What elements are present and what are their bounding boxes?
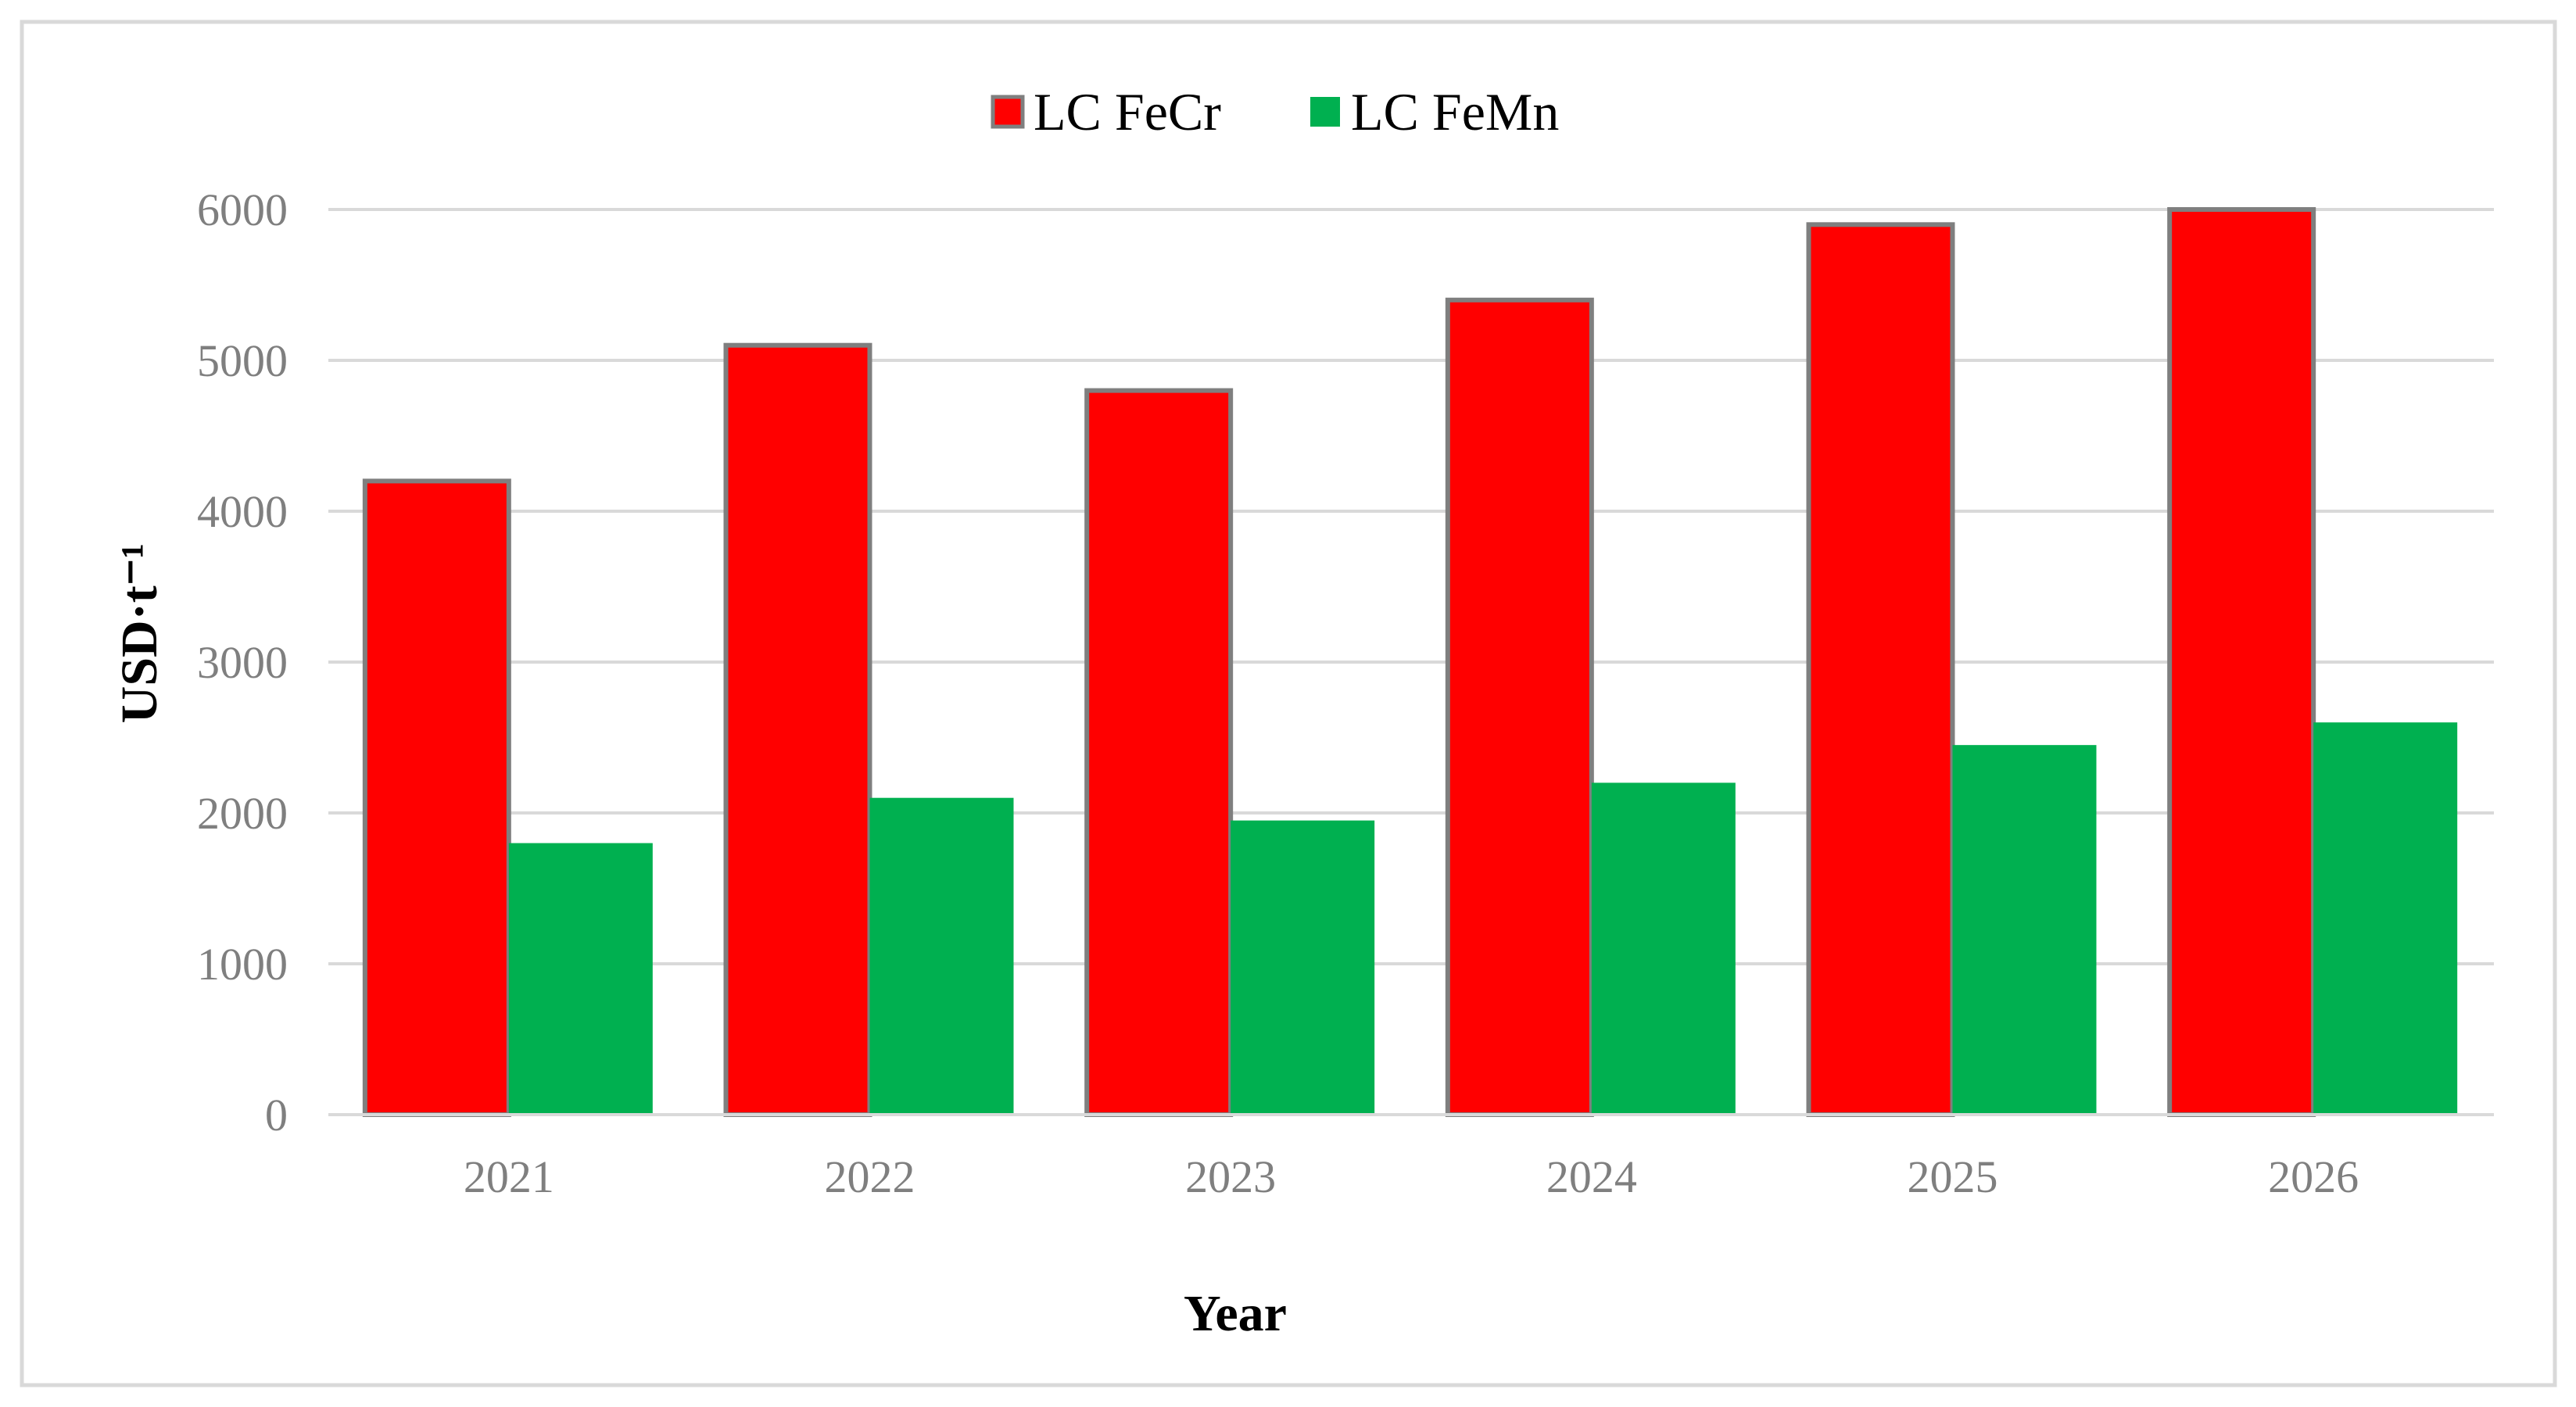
x-tick-label: 2024	[1546, 1151, 1637, 1202]
y-tick-label: 0	[265, 1090, 288, 1140]
x-tick-label: 2023	[1185, 1151, 1276, 1202]
bar-lc-fecr-2025	[1806, 222, 1955, 1117]
bar-lc-fecr-2023	[1084, 388, 1234, 1118]
y-axis-title: USD·t⁻¹	[111, 543, 168, 724]
x-axis-title: Year	[1184, 1285, 1287, 1342]
legend: LC FeCr LC FeMn	[991, 82, 1559, 141]
bar-lc-fecr-2024	[1445, 297, 1594, 1117]
bar-lc-femn-2022	[869, 797, 1014, 1115]
legend-label-lc-fecr: LC FeCr	[1034, 82, 1221, 141]
legend-label-lc-femn: LC FeMn	[1351, 82, 1559, 141]
legend-swatch-lc-fecr	[991, 95, 1025, 129]
y-tick-label: 4000	[197, 486, 288, 537]
legend-swatch-lc-femn	[1310, 97, 1340, 127]
bar-lc-femn-2024	[1591, 782, 1736, 1115]
bar-lc-femn-2025	[1952, 745, 2097, 1115]
x-tick-labels: 2021 2022 2023 2024 2025 2026	[464, 1151, 2359, 1202]
y-tick-label: 6000	[197, 184, 288, 235]
y-tick-label: 1000	[197, 939, 288, 990]
bar-lc-fecr-2022	[723, 342, 872, 1117]
x-tick-label: 2022	[825, 1151, 915, 1202]
y-tick-labels: 0 1000 2000 3000 4000 5000 6000	[197, 184, 288, 1140]
x-tick-label: 2026	[2268, 1151, 2359, 1202]
bar-lc-fecr-2026	[2167, 207, 2316, 1117]
x-tick-label: 2025	[1908, 1151, 1998, 1202]
y-tick-label: 2000	[197, 788, 288, 839]
bar-lc-femn-2026	[2313, 722, 2458, 1115]
bar-lc-femn-2023	[1231, 820, 1375, 1115]
bar-lc-fecr-2021	[362, 478, 511, 1117]
bar-lc-femn-2021	[508, 843, 653, 1115]
x-tick-label: 2021	[464, 1151, 554, 1202]
bars	[362, 207, 2458, 1118]
gridlines	[328, 208, 2494, 965]
y-tick-label: 5000	[197, 335, 288, 386]
y-tick-label: 3000	[197, 637, 288, 688]
